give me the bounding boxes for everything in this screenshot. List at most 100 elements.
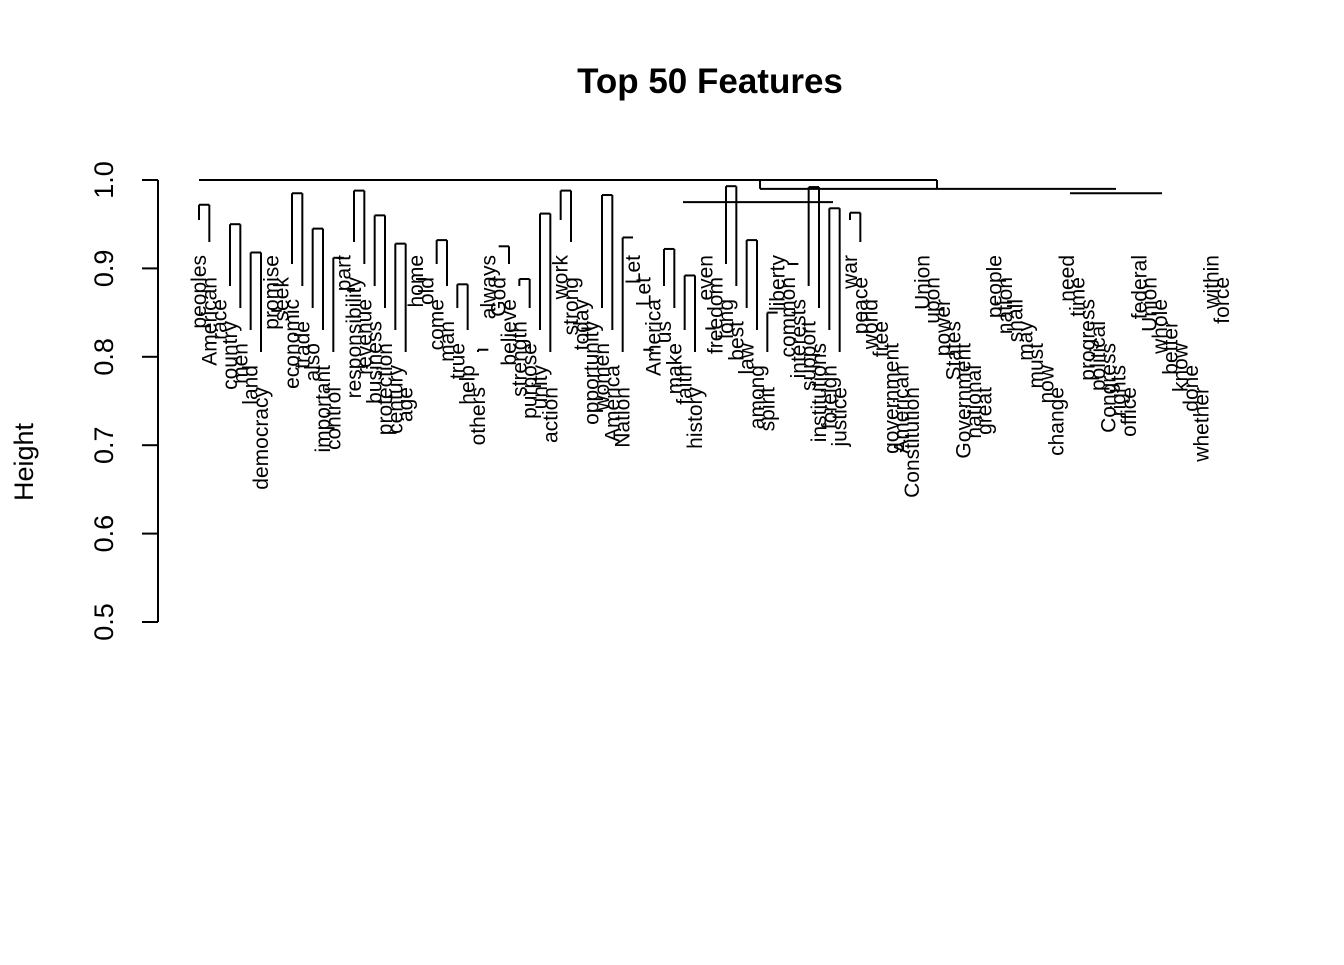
leaf-label: home — [405, 255, 428, 308]
leaf-label: country — [219, 321, 242, 390]
leaf-label: God — [488, 277, 511, 317]
leaf-label: economic — [281, 299, 304, 389]
y-tick-label: 0.6 — [89, 515, 119, 553]
leaf-label: promise — [260, 255, 283, 330]
leaf-label: shall — [1004, 299, 1027, 342]
leaf-label: strong — [560, 277, 583, 335]
leaf-label: America — [643, 299, 666, 376]
y-tick-label: 0.8 — [89, 338, 119, 376]
leaf-label: whether — [1190, 387, 1213, 463]
leaf-label: revenue — [353, 299, 376, 375]
leaf-label: action — [539, 387, 562, 443]
leaf-label: strength — [508, 321, 531, 397]
leaf-label: responsibility — [343, 277, 366, 399]
leaf-label: law — [736, 342, 759, 374]
leaf-label: help — [457, 365, 480, 405]
y-tick-label: 1.0 — [89, 161, 119, 199]
leaf-label: know — [1170, 342, 1193, 392]
leaf-label: old — [415, 277, 438, 305]
leaf-label: American — [891, 365, 914, 454]
leaf-label: unity — [529, 365, 552, 410]
leaf-label: support — [798, 321, 821, 391]
leaf-label: Let — [622, 255, 645, 284]
leaf-label: always — [477, 255, 500, 319]
leaf-label: progress — [1077, 299, 1100, 381]
leaf-label: must — [1025, 343, 1048, 389]
leaf-label: best — [725, 321, 748, 361]
leaf-label: foreign — [818, 365, 841, 429]
leaf-label: peoples — [188, 255, 211, 329]
leaf-label: today — [570, 299, 593, 351]
leaf-label: others — [467, 387, 490, 445]
leaf-label: free — [870, 321, 893, 357]
leaf-label: States — [942, 321, 965, 381]
leaf-label: man — [436, 321, 459, 362]
leaf-label: within — [1201, 255, 1224, 310]
leaf-label: faith — [674, 365, 697, 405]
leaf-label: Let — [632, 277, 655, 306]
leaf-label: control — [322, 387, 345, 450]
chart-title: Top 50 Features — [577, 62, 843, 101]
leaf-label: done — [1180, 365, 1203, 412]
leaf-label: nation — [994, 277, 1017, 334]
leaf-label: power — [932, 299, 955, 356]
y-tick-label: 0.7 — [89, 426, 119, 464]
leaf-label: upon — [922, 277, 945, 324]
leaf-label: century — [384, 365, 407, 434]
leaf-labels: peoplesAmericanracecountrymenlanddemocra… — [188, 255, 1234, 498]
leaf-label: history — [684, 387, 707, 449]
leaf-label: come — [426, 299, 449, 350]
leaf-label: part — [333, 255, 356, 291]
leaf-label: federal — [1128, 255, 1151, 319]
leaf-label: American — [198, 277, 221, 366]
leaf-label: land — [240, 365, 263, 405]
leaf-label: now — [1035, 364, 1058, 403]
leaf-label: Government — [953, 343, 976, 459]
leaf-label: even — [694, 255, 717, 301]
leaf-label: important — [312, 365, 335, 453]
leaf-label: liberty — [767, 255, 790, 312]
leaf-label: time — [1066, 277, 1089, 317]
y-tick-label: 0.9 — [89, 250, 119, 288]
leaf-label: true — [446, 343, 469, 379]
leaf-label: work — [550, 255, 573, 301]
leaf-label: war — [839, 255, 862, 290]
leaf-label: age — [395, 387, 418, 422]
dendrogram-links — [198, 179, 1162, 352]
leaf-label: peace — [849, 277, 872, 334]
leaf-label: better — [1159, 321, 1182, 375]
leaf-label: national — [963, 365, 986, 439]
leaf-label: opportunity — [581, 321, 604, 425]
leaf-label: force — [1211, 277, 1234, 324]
leaf-label: great — [973, 387, 996, 435]
leaf-label: business — [364, 321, 387, 404]
leaf-label: purpose — [519, 343, 542, 419]
leaf-label: common — [777, 277, 800, 358]
leaf-label: people — [984, 255, 1007, 318]
leaf-label: whole — [1149, 299, 1172, 355]
leaf-label: office — [1118, 387, 1141, 437]
y-tick-label: 0.5 — [89, 603, 119, 641]
leaf-label: government — [880, 343, 903, 454]
y-axis: 0.5 0.6 0.7 0.8 0.9 1.0 — [89, 161, 159, 641]
leaf-label: Union — [1139, 277, 1162, 332]
leaf-label: institutions — [808, 343, 831, 442]
leaf-label: democracy — [250, 387, 273, 490]
leaf-label: need — [1056, 255, 1079, 302]
leaf-label: Constitution — [901, 387, 924, 498]
leaf-label: make — [663, 343, 686, 394]
leaf-label: political — [1087, 321, 1110, 391]
leaf-label: protection — [374, 343, 397, 435]
leaf-label: long — [715, 299, 738, 339]
leaf-label: also — [302, 343, 325, 382]
leaf-label: believe — [498, 299, 521, 366]
leaf-label: America — [601, 365, 624, 442]
leaf-label: interests — [787, 299, 810, 378]
leaf-label: justice — [829, 387, 852, 448]
leaf-label: Congress — [1097, 343, 1120, 433]
leaf-label: men — [229, 343, 252, 384]
leaf-label: Union — [911, 255, 934, 310]
y-axis-label: Height — [9, 422, 39, 501]
